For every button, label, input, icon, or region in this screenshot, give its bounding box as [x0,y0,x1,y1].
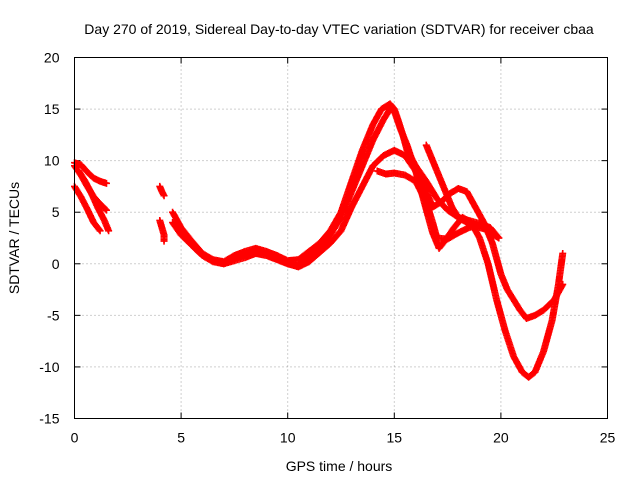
x-tick-label: 20 [493,430,509,446]
y-tick-label: -10 [39,359,59,375]
y-tick-label: 15 [44,101,60,117]
x-tick-label: 25 [600,430,616,446]
data-point [102,179,110,187]
data-point [488,229,496,237]
y-tick-label: -5 [47,307,60,323]
y-axis-label: SDTVAR / TECUs [6,182,22,294]
x-tick-label: 0 [71,430,79,446]
data-point [495,234,503,242]
data-point [96,227,104,235]
series-track-h [169,105,567,381]
data-layer [71,100,567,381]
x-tick-label: 10 [280,430,296,446]
data-point [102,206,110,214]
data-point [160,237,168,245]
x-tick-label: 5 [177,430,185,446]
series-track-e [156,182,168,200]
y-tick-label: 10 [44,153,60,169]
x-tick-label: 15 [387,430,403,446]
x-axis-label: GPS time / hours [286,458,393,474]
series-track-c [75,167,113,235]
data-point [105,227,113,235]
gridlines [74,57,608,419]
y-tick-label: 0 [52,256,60,272]
data-point [559,280,567,288]
y-tick-label: 5 [52,204,60,220]
data-point [160,192,168,200]
series-track-f [156,216,168,245]
series-track-j [373,167,503,243]
y-tick-label: 20 [44,50,60,66]
series-track-k [422,141,496,237]
data-point [95,226,103,234]
y-tick-label: -15 [39,411,59,427]
plot-border [74,57,608,419]
chart-title: Day 270 of 2019, Sidereal Day-to-day VTE… [84,21,594,37]
axis-ticks: 0 5 10 15 20 25 -15 -10 -5 0 5 10 15 20 [39,50,615,446]
data-point [101,205,109,213]
data-point [559,249,567,257]
